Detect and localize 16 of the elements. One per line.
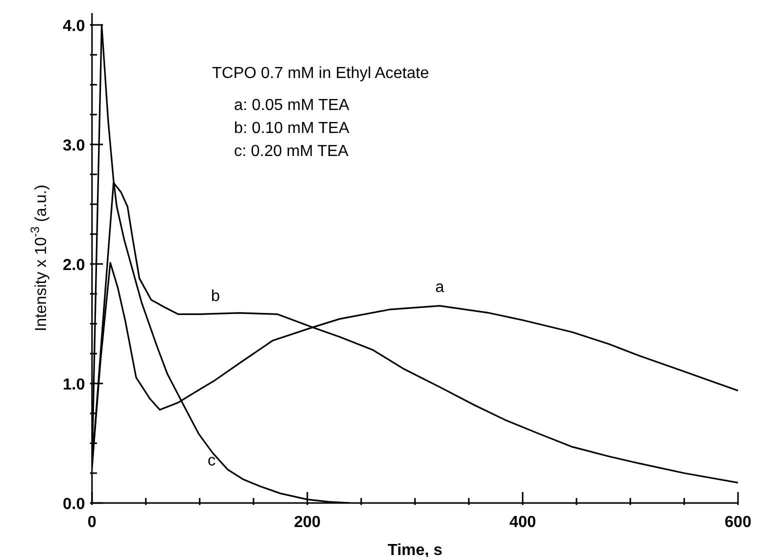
x-tick-label: 200 bbox=[294, 514, 321, 531]
y-tick-label: 1.0 bbox=[62, 376, 86, 394]
y-tick-label: 2.0 bbox=[62, 256, 86, 274]
series-label: b bbox=[211, 288, 220, 305]
annotation: c: 0.20 mM TEA bbox=[233, 142, 350, 162]
x-tick-label: 0 bbox=[88, 514, 97, 531]
annotation: a: 0.05 mM TEA bbox=[233, 96, 350, 116]
annotation: TCPO 0.7 mM in Ethyl Acetate bbox=[212, 64, 429, 84]
y-tick-label: 0.0 bbox=[62, 496, 86, 513]
annotation: b: 0.10 mM TEA bbox=[233, 119, 350, 139]
x-tick-label: 600 bbox=[724, 514, 752, 531]
series-label: a bbox=[435, 278, 444, 296]
x-tick-label: 400 bbox=[509, 514, 536, 531]
y-tick-label: 3.0 bbox=[62, 137, 86, 154]
y-tick-label: 4.0 bbox=[62, 18, 86, 35]
series-label: c bbox=[208, 452, 216, 470]
